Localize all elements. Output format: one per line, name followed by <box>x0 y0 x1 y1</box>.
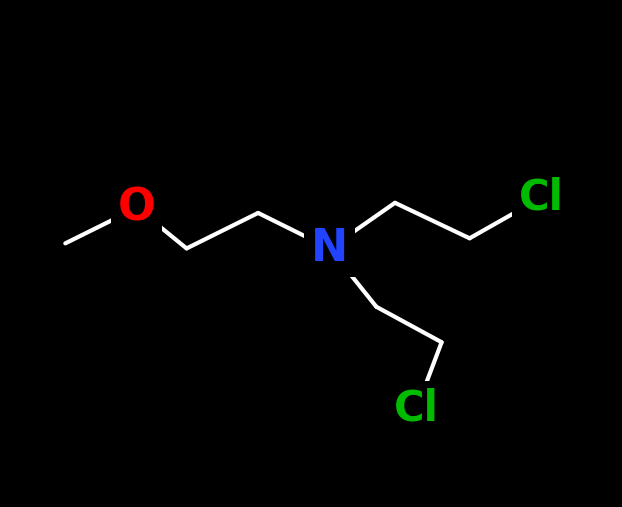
Text: Cl: Cl <box>394 387 439 429</box>
Text: N: N <box>311 227 348 270</box>
Text: O: O <box>118 187 156 229</box>
Text: Cl: Cl <box>519 177 564 219</box>
